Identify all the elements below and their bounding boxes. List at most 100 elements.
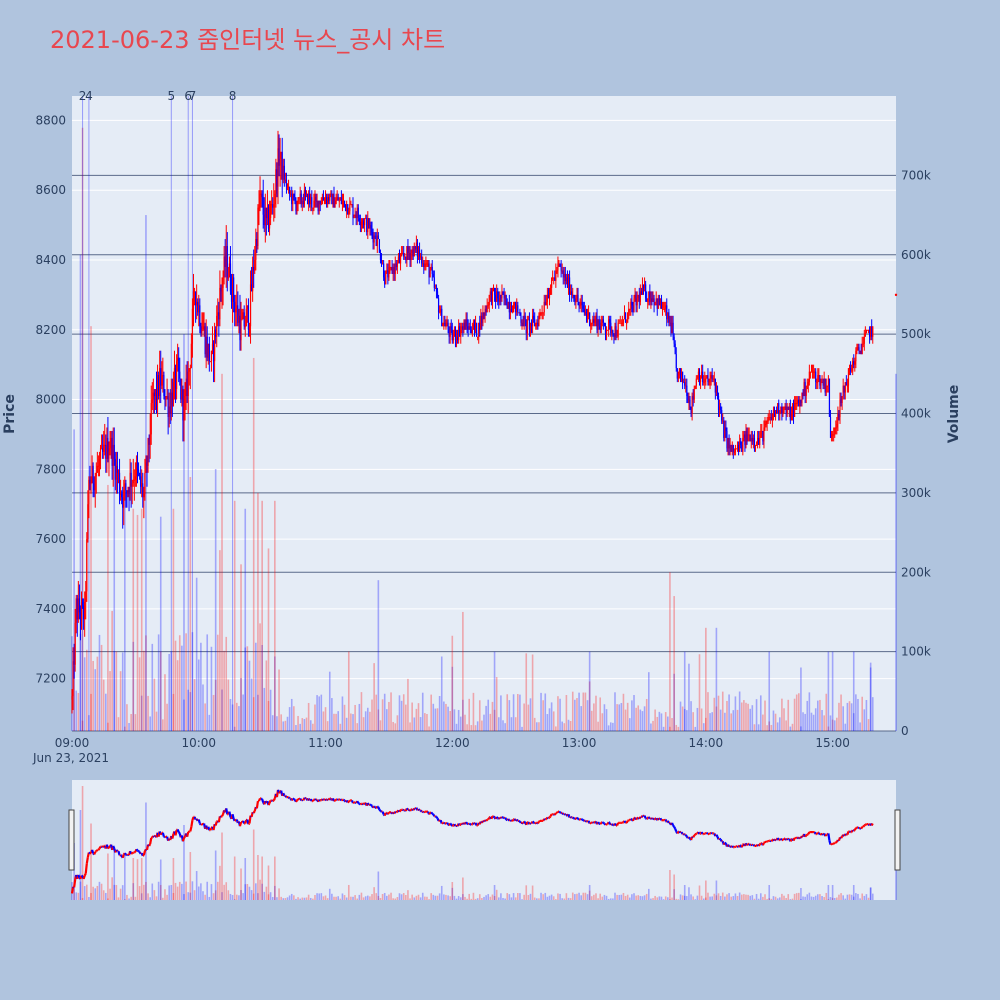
candle-body	[290, 193, 292, 195]
news-marker-label[interactable]: 5	[167, 89, 175, 103]
candle-body	[295, 200, 297, 212]
candle-body	[246, 305, 248, 309]
volume-bar	[214, 679, 217, 731]
candle-body	[189, 368, 191, 370]
mini-volume-bar	[762, 896, 764, 900]
candle-body	[710, 375, 712, 379]
range-slider[interactable]	[72, 780, 896, 900]
mini-price-segment	[467, 822, 470, 826]
candle-body	[341, 200, 344, 205]
candle-body	[568, 277, 571, 295]
news-marker-label[interactable]: 2	[79, 89, 87, 103]
mini-price-segment	[770, 839, 774, 843]
volume-bar	[664, 712, 667, 731]
volume-bar	[755, 699, 758, 731]
candle-body	[835, 427, 837, 429]
volume-bar	[525, 653, 528, 731]
mini-price-segment	[115, 849, 119, 852]
mini-price-segment	[687, 836, 690, 839]
volume-bar	[671, 718, 673, 731]
mini-volume-bar	[823, 897, 825, 900]
news-marker-label[interactable]: 6	[184, 89, 192, 103]
candle-body	[396, 263, 398, 267]
volume-bar	[252, 697, 255, 731]
mini-volume-bar	[328, 888, 331, 900]
news-marker-label[interactable]: 7	[189, 89, 197, 103]
volume-bar	[320, 694, 323, 731]
candle-body	[696, 378, 698, 380]
candle-body	[843, 385, 845, 393]
candle-body	[274, 193, 276, 205]
mini-volume-bar	[248, 886, 251, 900]
mini-price-segment	[844, 833, 847, 836]
mini-price-segment	[85, 856, 89, 864]
price-axis-title: Price	[2, 394, 18, 434]
news-marker-label[interactable]: 8	[229, 89, 237, 103]
candle-body	[819, 375, 821, 386]
volume-bar	[641, 711, 644, 731]
mini-volume-bar	[197, 886, 200, 900]
volume-bars	[71, 127, 897, 731]
mini-price-segment	[601, 821, 604, 824]
volume-bar	[715, 627, 718, 731]
mini-volume-bar	[639, 895, 642, 900]
candle-body	[455, 336, 458, 341]
mini-price-segment	[523, 820, 526, 824]
candle-body	[102, 448, 104, 452]
mini-price-segment	[159, 832, 163, 836]
mini-volume-bar	[789, 899, 792, 900]
mini-price-segment	[242, 820, 246, 824]
volume-bar	[540, 692, 542, 731]
candle-body	[393, 266, 395, 274]
candle-body	[256, 239, 258, 247]
mini-volume-bar	[836, 897, 838, 900]
volume-bar	[145, 215, 147, 731]
mini-volume-bar	[434, 895, 437, 900]
candle-body	[362, 221, 365, 226]
mini-volume-bar	[172, 858, 175, 900]
mini-price-segment	[785, 837, 789, 841]
mini-volume-bar	[721, 892, 724, 900]
volume-bar	[383, 693, 386, 731]
volume-bar	[92, 660, 94, 731]
candle-body	[270, 204, 272, 219]
candle-body	[423, 263, 425, 267]
volume-bar	[73, 429, 75, 731]
mini-volume-bar	[107, 853, 109, 900]
candle-body	[287, 186, 290, 188]
mini-volume-bar	[375, 893, 378, 900]
candle-body	[161, 375, 163, 386]
candle-body	[453, 329, 456, 337]
candle-body	[744, 434, 746, 445]
candle-body	[614, 326, 616, 337]
volume-bar	[430, 694, 432, 731]
candle-body	[651, 298, 653, 302]
candle-body	[867, 329, 870, 331]
mini-price-segment	[189, 826, 193, 832]
candle-body	[787, 406, 789, 411]
candle-body	[304, 190, 307, 194]
candle-body	[545, 301, 547, 306]
volume-bar	[508, 700, 511, 731]
candle-body	[294, 197, 296, 201]
news-marker-label[interactable]: 4	[85, 89, 93, 103]
mini-volume-bar	[358, 894, 361, 900]
price-tick-label: 7400	[35, 602, 66, 616]
candle-body	[488, 294, 490, 306]
mini-volume-bar	[407, 890, 409, 900]
range-slider-volume	[71, 786, 897, 900]
mini-volume-bar	[517, 893, 519, 900]
mini-price-segment	[561, 812, 565, 815]
candle-body	[416, 242, 419, 257]
time-tick-label: 13:00	[562, 736, 597, 750]
mini-volume-bar	[705, 897, 707, 900]
volume-bar	[694, 726, 697, 731]
mini-volume-bar	[426, 896, 428, 900]
volume-bar	[717, 695, 720, 731]
range-slider-left-handle[interactable]	[68, 809, 75, 871]
candle-body	[828, 378, 831, 417]
range-slider-right-handle[interactable]	[894, 809, 901, 871]
mini-price-segment	[683, 833, 686, 836]
mini-volume-bar	[466, 898, 468, 900]
